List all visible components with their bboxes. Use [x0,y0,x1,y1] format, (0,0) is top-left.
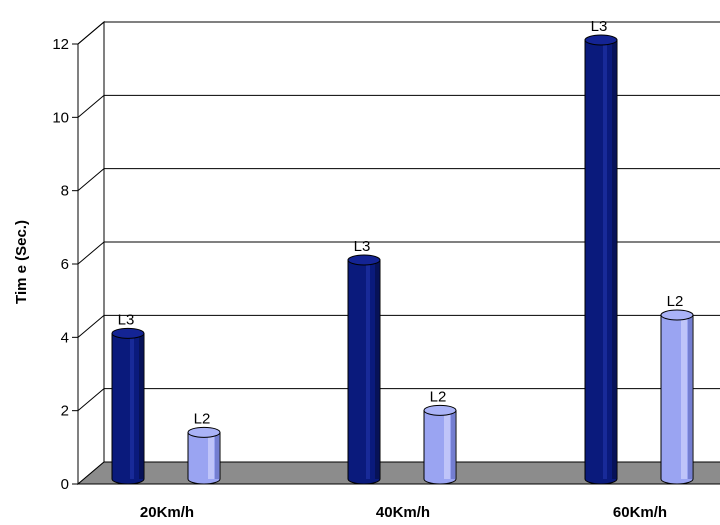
bar-label: L3 [591,18,608,35]
y-tick-label: 2 [61,403,69,420]
y-tick-label: 4 [61,329,69,346]
bar-highlight [130,333,134,479]
y-tick-label: 10 [52,109,69,126]
y-tick-label: 8 [61,183,69,200]
grid-diagonal [77,241,105,265]
x-categories: 20Km/h 40Km/h 60Km/h [140,504,667,521]
y-tick-label: 6 [61,256,69,273]
grid-diagonal [77,168,105,192]
bar [423,404,457,485]
chart-floor [76,461,720,485]
grid-diagonal [77,94,105,118]
y-tick-label: 0 [61,476,69,493]
bar-top [187,426,221,438]
bar [111,327,145,485]
y-tick-label: 12 [52,36,69,53]
bar-top [111,327,145,339]
bar-label: L2 [430,388,447,405]
bar-shade [688,315,692,479]
bar [347,254,381,485]
bar-label: L3 [118,311,135,328]
bar-top [347,254,381,266]
grid-diagonal [77,21,105,45]
bar-label: L2 [667,293,684,310]
bar-shade [612,40,616,479]
bar-highlight [603,40,607,479]
bar-shade [139,333,143,479]
bar-top [660,309,694,321]
bar [584,34,618,485]
bar-top [584,34,618,46]
floor-plane [76,461,720,485]
bar-label: L2 [194,410,211,427]
bar-body [347,259,381,485]
bar-highlight [208,432,214,479]
bars-group [111,34,694,485]
bar-label: L3 [354,238,371,255]
bar [187,426,221,485]
bar-body [111,332,145,485]
bar-shade [451,410,455,479]
bar-shade [375,260,379,479]
x-category-label: 60Km/h [613,504,667,521]
bar [660,309,694,485]
bar-top [423,404,457,416]
grid-diagonal [77,314,105,338]
bar-shade [215,432,219,479]
bar-labels: L3 L3 L3 L2 L2 L2 [118,18,684,427]
bar-highlight [681,315,687,479]
y-axis-title: Tim e (Sec.) [13,220,30,304]
bar-highlight [444,410,450,479]
grid-diagonal [77,388,105,412]
x-category-label: 20Km/h [140,504,194,521]
x-category-label: 40Km/h [376,504,430,521]
grid-lines [77,21,720,412]
chart-walls [77,20,720,486]
bar-highlight [366,260,370,479]
bar-body [584,39,618,485]
y-ticks: 0 2 4 6 8 10 12 [52,36,78,493]
